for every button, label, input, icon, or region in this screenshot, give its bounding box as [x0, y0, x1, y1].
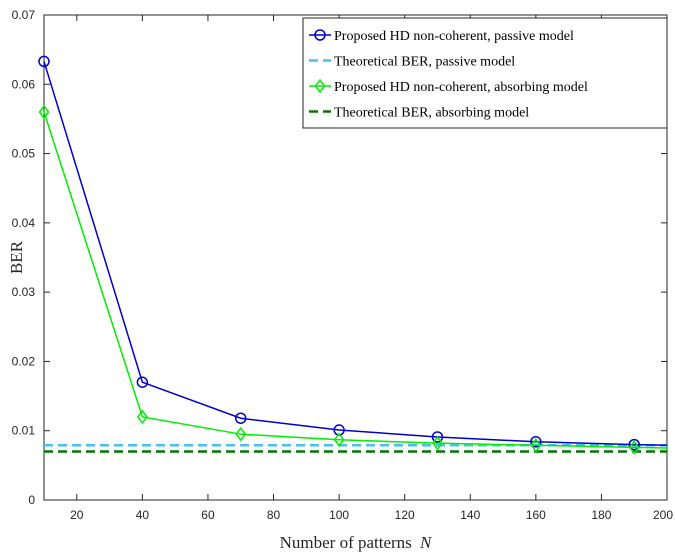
- legend-label: Proposed HD non-coherent, absorbing mode…: [334, 80, 588, 95]
- data-point: [136, 409, 148, 425]
- series-line: [43, 111, 668, 449]
- y-axis-title: BER: [7, 240, 26, 274]
- y-tick-label: 0.03: [12, 285, 36, 299]
- x-tick-label: 200: [653, 508, 673, 522]
- series-0: [38, 55, 668, 451]
- x-tick-label: 100: [329, 508, 349, 522]
- data-point: [333, 432, 345, 447]
- y-tick-label: 0.06: [12, 77, 36, 91]
- y-tick-label: 0.04: [12, 216, 36, 230]
- legend-entry: Theoretical BER, absorbing model: [309, 106, 529, 121]
- series-line: [43, 61, 668, 447]
- legend-label: Theoretical BER, absorbing model: [334, 106, 529, 121]
- y-tick-label: 0.01: [12, 424, 36, 438]
- x-tick-label: 160: [526, 508, 546, 522]
- y-tick-label: 0.05: [12, 147, 36, 161]
- y-tick-label: 0.02: [12, 354, 36, 368]
- legend: Proposed HD non-coherent, passive model T…: [302, 17, 668, 129]
- legend-entry: Theoretical BER, passive model: [309, 55, 515, 70]
- x-tick-label: 140: [460, 508, 480, 522]
- y-tick-label: 0.07: [12, 8, 36, 22]
- data-point: [431, 431, 444, 443]
- data-point: [38, 104, 50, 120]
- plot-series: [38, 55, 668, 455]
- legend-label: Theoretical BER, passive model: [334, 55, 515, 70]
- legend-label: Proposed HD non-coherent, passive model: [334, 29, 574, 44]
- data-point: [530, 436, 542, 448]
- x-axis-title-variable: N: [419, 533, 433, 552]
- x-tick-label: 120: [395, 508, 415, 522]
- data-point: [136, 376, 149, 388]
- legend-entry: Proposed HD non-coherent, absorbing mode…: [309, 78, 588, 95]
- legend-marker: [314, 78, 326, 94]
- x-tick-label: 60: [201, 508, 215, 522]
- legend-marker: [314, 29, 326, 41]
- legend-box: [302, 17, 668, 129]
- data-point: [530, 438, 542, 453]
- data-point: [628, 440, 640, 455]
- data-point: [628, 438, 640, 451]
- y-tick-label: 0: [28, 493, 35, 507]
- data-point: [333, 424, 345, 436]
- x-tick-label: 40: [136, 508, 150, 522]
- x-tick-label: 20: [70, 508, 84, 522]
- series-2: [38, 104, 668, 455]
- x-axis-title: Number of patterns N: [280, 533, 433, 552]
- data-point: [235, 426, 247, 442]
- data-point: [234, 412, 247, 424]
- data-point: [432, 435, 443, 451]
- data-point: [38, 55, 50, 68]
- x-tick-label: 80: [267, 508, 281, 522]
- x-tick-label: 180: [591, 508, 611, 522]
- legend-entry: Proposed HD non-coherent, passive model: [309, 29, 574, 44]
- x-axis-title-text: Number of patterns: [280, 533, 412, 552]
